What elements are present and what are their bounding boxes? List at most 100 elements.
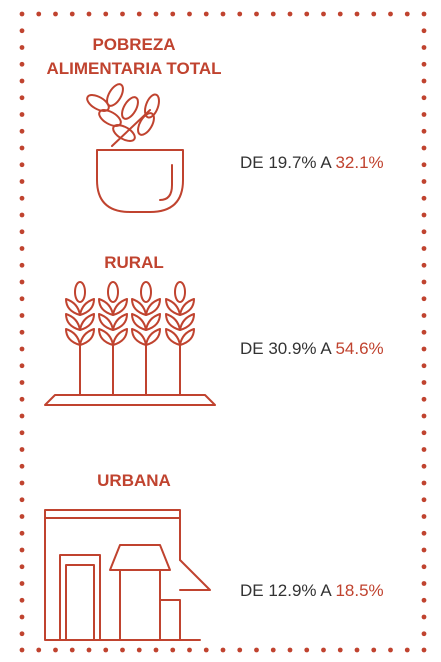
wheat-leaf — [65, 328, 95, 346]
dot — [270, 647, 276, 653]
wheat-leaf — [98, 298, 128, 316]
stat-range: DE 12.9% A — [240, 581, 332, 600]
dot — [19, 497, 25, 503]
dot — [421, 497, 427, 503]
dot — [371, 647, 377, 653]
stat-range: DE 19.7% A — [240, 153, 332, 172]
dot — [187, 11, 192, 17]
section-title: URBANA — [97, 471, 171, 490]
wheat-icon — [44, 281, 216, 406]
wheat-leaf — [131, 313, 161, 331]
wheat-grain — [174, 281, 186, 303]
dot — [19, 530, 25, 536]
dot — [421, 296, 427, 302]
stat-highlight: 32.1% — [335, 153, 383, 172]
wheat-grain — [107, 281, 119, 303]
dot — [337, 11, 343, 17]
wheat-grain — [140, 281, 152, 303]
dot — [19, 631, 25, 637]
dotted-border — [19, 11, 427, 653]
stat-highlight: 54.6% — [335, 339, 383, 358]
dot — [421, 564, 427, 570]
dot — [421, 463, 427, 469]
dot — [19, 28, 25, 34]
dot — [19, 480, 25, 486]
dot — [421, 631, 427, 637]
stat-range: DE 30.9% A — [240, 339, 332, 358]
dot — [421, 380, 427, 385]
dot — [421, 514, 427, 519]
dot — [404, 647, 410, 653]
dot — [19, 78, 25, 84]
dot — [19, 614, 25, 620]
section-title: RURAL — [104, 253, 164, 272]
section-title: POBREZA — [92, 35, 175, 54]
dot — [421, 614, 427, 620]
dot — [120, 11, 125, 17]
dot — [421, 581, 427, 586]
dot — [421, 112, 427, 117]
dot — [19, 262, 25, 268]
dot — [421, 279, 427, 285]
dot — [321, 11, 326, 17]
dot — [270, 11, 276, 17]
dot — [304, 11, 310, 17]
dot — [421, 430, 427, 436]
dot — [19, 346, 25, 352]
wheat-leaf — [98, 328, 128, 346]
dot — [153, 11, 159, 17]
dot — [203, 11, 209, 17]
dot — [53, 647, 58, 653]
dot — [103, 647, 109, 653]
dot — [421, 329, 427, 335]
dot — [136, 647, 142, 653]
store-icon — [44, 509, 211, 641]
dot — [421, 145, 427, 151]
dot — [120, 647, 125, 653]
dot — [421, 28, 427, 34]
dot — [69, 11, 75, 17]
dot — [187, 647, 192, 653]
dot — [421, 530, 427, 536]
wheat-leaf — [131, 328, 161, 346]
dot — [421, 229, 427, 235]
dot — [19, 145, 25, 151]
dot — [19, 564, 25, 570]
dot — [421, 61, 427, 67]
dot — [19, 581, 25, 586]
wheat-leaf — [98, 313, 128, 331]
dot — [136, 11, 142, 17]
dot — [19, 61, 25, 67]
dot — [421, 212, 427, 218]
dot — [170, 11, 176, 17]
dot — [19, 229, 25, 235]
dot — [19, 95, 25, 101]
wheat-leaf — [165, 298, 195, 316]
dot — [19, 547, 25, 553]
dot — [421, 647, 427, 653]
dot — [237, 647, 243, 653]
wheat-leaf — [165, 313, 195, 331]
stat-highlight: 18.5% — [335, 581, 383, 600]
dot — [220, 647, 226, 653]
dot — [19, 380, 25, 385]
dot — [220, 11, 226, 17]
dot — [421, 597, 427, 603]
dot — [19, 396, 25, 402]
wheat-leaf — [65, 298, 95, 316]
dot — [321, 647, 326, 653]
dot — [421, 413, 427, 419]
dot — [421, 447, 427, 452]
dot — [19, 447, 25, 452]
dot — [19, 597, 25, 603]
dot — [19, 162, 25, 168]
dot — [19, 112, 25, 117]
dot — [254, 647, 259, 653]
dot — [103, 11, 109, 17]
dot — [388, 11, 393, 17]
dot — [19, 313, 25, 318]
dot — [421, 95, 427, 101]
dot — [421, 246, 427, 251]
dot — [421, 480, 427, 486]
